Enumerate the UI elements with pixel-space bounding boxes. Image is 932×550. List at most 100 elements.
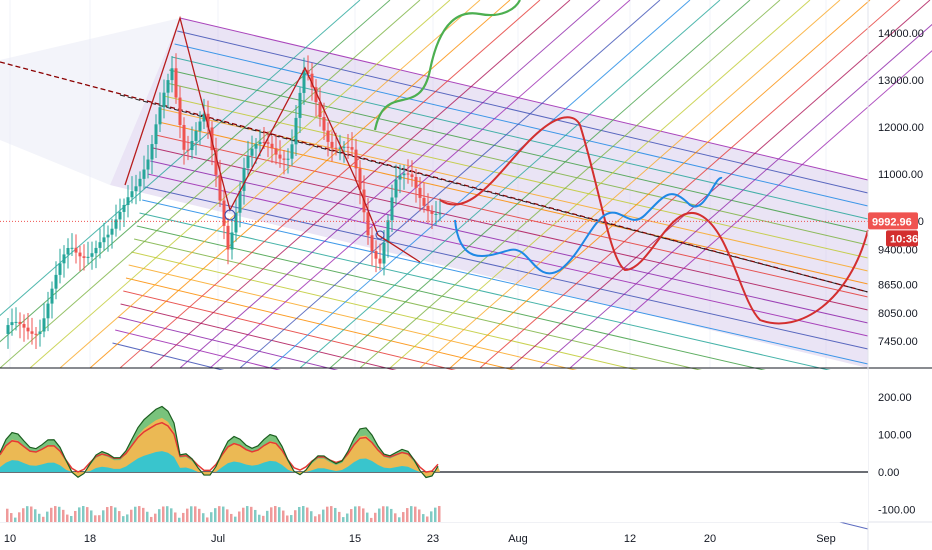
volume-bar — [190, 506, 193, 522]
volume-bar — [394, 513, 397, 522]
volume-bar — [158, 509, 161, 522]
candle-body — [250, 148, 254, 156]
candle-body — [406, 173, 410, 175]
volume-bar — [266, 510, 269, 522]
pitchfork-pivots — [124, 15, 421, 263]
candle-body — [326, 130, 330, 142]
volume-bar — [366, 512, 369, 522]
osc-y-tick-label: -100.00 — [878, 505, 915, 517]
y-tick-label: 14000.00 — [878, 28, 924, 40]
candle-body — [386, 220, 390, 243]
volume-bar — [218, 506, 221, 522]
dashed-trend — [119, 94, 869, 293]
volume-bar — [34, 509, 37, 522]
candle-body — [414, 176, 418, 188]
volume-bar — [130, 509, 133, 522]
volume-bar — [314, 516, 317, 522]
volume-bar — [10, 513, 13, 522]
volume-bar — [86, 507, 89, 522]
candle-body — [18, 321, 22, 325]
candle-body — [94, 247, 98, 254]
candle-body — [366, 212, 370, 236]
candle-body — [398, 175, 402, 180]
volume-bar — [378, 508, 381, 522]
osc-y-tick-label: 200.00 — [878, 392, 912, 404]
channel-fill-left — [0, 18, 180, 185]
candle-body — [70, 247, 74, 249]
volume-bar — [406, 508, 409, 522]
candle-body — [38, 331, 42, 334]
volume-bar — [430, 511, 433, 522]
x-tick-label: 20 — [704, 533, 716, 545]
candle-body — [390, 197, 394, 221]
y-tick-label: 9400.00 — [878, 244, 918, 256]
candle-body — [302, 70, 306, 93]
volume-bar — [434, 507, 437, 522]
x-tick-label: 15 — [349, 533, 361, 545]
channel-line — [142, 199, 869, 365]
volume-bar — [242, 507, 245, 522]
fan-line — [179, 0, 601, 369]
y-tick-label: 7450.00 — [878, 336, 918, 348]
fan-line — [389, 0, 811, 369]
candle-body — [102, 237, 106, 243]
volume-bar — [254, 509, 257, 522]
volume-bar — [230, 513, 233, 522]
pivot-marker — [375, 230, 385, 240]
candle-body — [54, 274, 58, 289]
volume-bar — [422, 514, 425, 522]
candle-body — [310, 73, 314, 88]
candle-body — [66, 247, 70, 255]
volume-bar — [182, 512, 185, 522]
volume-bar — [382, 506, 385, 522]
fan-line — [119, 0, 541, 369]
volume-bar — [74, 510, 77, 522]
x-tick-label: 10 — [4, 533, 16, 545]
candle-body — [338, 147, 342, 149]
x-tick-label: Aug — [508, 533, 528, 545]
candle-body — [294, 117, 298, 145]
candle-body — [114, 219, 118, 229]
volume-bar — [294, 510, 297, 522]
candle-body — [46, 303, 50, 319]
volume-bar — [178, 517, 181, 522]
candle-body — [258, 142, 262, 145]
volume-bar — [174, 512, 177, 522]
x-tick-label: Sep — [816, 533, 836, 545]
candle-body — [34, 333, 38, 335]
fan-line — [59, 0, 481, 369]
candle-body — [254, 144, 258, 149]
channel-line — [136, 225, 869, 395]
fan-line — [0, 0, 391, 343]
y-tick-label: 8050.00 — [878, 308, 918, 320]
candle-body — [98, 242, 102, 248]
x-tick-label: 23 — [427, 533, 439, 545]
volume-bar — [90, 510, 93, 522]
volume-bar — [326, 506, 329, 522]
oscillator — [0, 370, 868, 522]
candle-body — [298, 92, 302, 118]
y-tick-label: 13000.00 — [878, 75, 924, 87]
candle-body — [270, 143, 274, 149]
volume-bar — [282, 510, 285, 522]
candle-body — [74, 247, 78, 253]
candle-body — [330, 141, 334, 148]
fan-line — [0, 0, 421, 369]
fan-line — [359, 0, 781, 369]
candle-body — [282, 158, 286, 160]
candle-body — [246, 155, 250, 168]
volume-bar — [166, 506, 169, 522]
volume-bar — [310, 511, 313, 522]
volume-bar — [30, 506, 33, 522]
candle-body — [234, 212, 238, 233]
volume-bar — [278, 507, 281, 522]
candle-body — [354, 149, 358, 169]
candle-body — [30, 331, 34, 334]
candle-body — [410, 174, 414, 177]
volume-bar — [226, 509, 229, 522]
volume-bar — [194, 506, 197, 522]
candle-body — [142, 169, 146, 179]
candle-body — [342, 146, 346, 148]
candle-body — [58, 263, 62, 275]
volume-bar — [270, 507, 273, 522]
